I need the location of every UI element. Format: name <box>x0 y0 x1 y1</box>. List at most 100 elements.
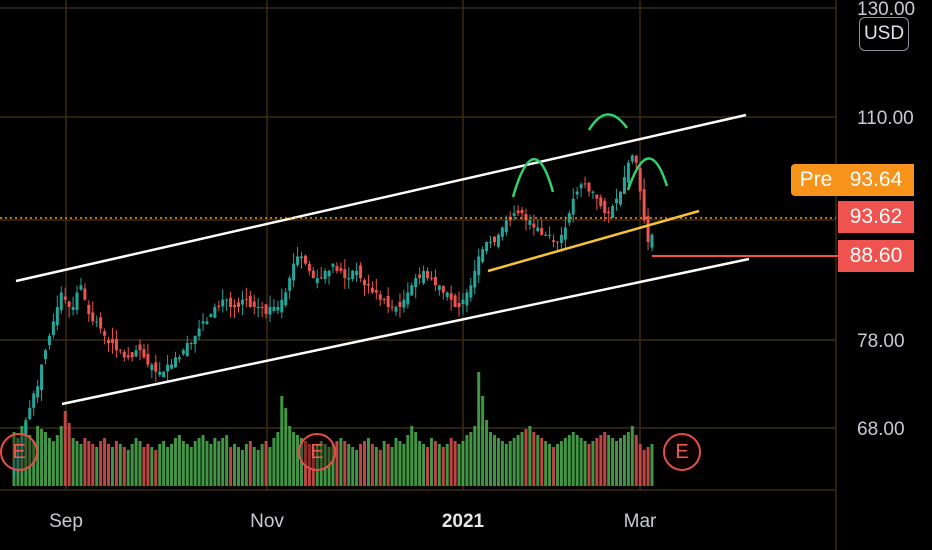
volume-bar <box>75 441 79 486</box>
candle-body <box>51 321 55 336</box>
candle-body <box>445 292 449 298</box>
volume-bar <box>591 441 595 486</box>
volume-bar <box>276 432 280 486</box>
volume-bar <box>646 447 650 486</box>
candle-body <box>374 290 378 293</box>
candle-body <box>504 220 508 233</box>
volume-bar <box>118 444 122 486</box>
currency-unit-button[interactable]: USD <box>859 17 909 51</box>
candle-body <box>79 285 83 290</box>
candle-body <box>406 292 410 305</box>
volume-bar <box>173 438 177 486</box>
volume-bar <box>441 447 445 486</box>
candle-body <box>40 364 44 390</box>
volume-bar <box>244 444 248 486</box>
earnings-marker[interactable]: E <box>298 433 336 471</box>
candle-body <box>303 255 307 264</box>
volume-bar <box>185 444 189 486</box>
candle-body <box>138 344 142 351</box>
candle-body <box>492 236 496 243</box>
candle-body <box>422 270 426 284</box>
candle-body <box>583 183 587 185</box>
earnings-marker[interactable]: E <box>663 433 701 471</box>
candle-body <box>394 306 398 312</box>
candle-body <box>248 295 252 307</box>
volume-bar <box>44 432 48 486</box>
volume-bar <box>433 441 437 486</box>
volume-bar <box>622 435 626 486</box>
candle-body <box>114 338 118 351</box>
candle-body <box>599 197 603 206</box>
volume-bar <box>150 447 154 486</box>
candle-body <box>485 242 489 252</box>
candle-body <box>402 299 406 308</box>
price-tick-label: 130.00 <box>857 0 915 20</box>
volume-bar <box>229 447 233 486</box>
volume-bar <box>642 450 646 486</box>
candle-body <box>567 213 571 223</box>
candle-body <box>126 355 130 358</box>
volume-bar <box>130 444 134 486</box>
candle-body <box>351 270 355 280</box>
candle-body <box>311 270 315 279</box>
candle-body <box>83 288 87 300</box>
candle-body <box>335 266 339 271</box>
last-price-tag: 93.62 <box>838 201 914 233</box>
candle-body <box>201 321 205 324</box>
candle-body <box>500 227 504 237</box>
candle-body <box>118 349 122 351</box>
volume-bar <box>209 444 213 486</box>
candle-body <box>591 191 595 193</box>
volume-bar <box>99 441 103 486</box>
volume-bar <box>363 441 367 486</box>
candle-body <box>532 223 536 228</box>
price-axis[interactable]: 130.00 110.00 78.00 68.00 <box>857 0 915 440</box>
volume-bar <box>197 438 201 486</box>
candle-body <box>268 306 272 315</box>
volume-bar <box>492 435 496 486</box>
candle-body <box>630 155 634 162</box>
candlesticks <box>12 154 654 480</box>
volume-bar <box>355 450 359 486</box>
volume-bar <box>477 372 481 486</box>
volume-bar <box>426 447 430 486</box>
volume-bar <box>252 447 256 486</box>
candle-body <box>469 285 473 298</box>
volume-bar <box>453 441 457 486</box>
candle-body <box>256 306 260 309</box>
candle-body <box>107 340 111 343</box>
candle-body <box>252 301 256 307</box>
volume-bar <box>512 438 516 486</box>
candle-body <box>555 241 559 243</box>
candle-body <box>359 265 363 279</box>
volume-bar <box>55 435 59 486</box>
candle-body <box>587 182 591 192</box>
candle-body <box>95 321 99 323</box>
time-axis[interactable]: Sep Nov 2021 Mar <box>49 511 657 532</box>
candle-body <box>209 314 213 317</box>
volume-bar <box>359 444 363 486</box>
candle-body <box>622 177 626 194</box>
candle-body <box>189 342 193 345</box>
horizontal-level-price-tag: 88.60 <box>838 240 914 272</box>
volume-bar <box>280 396 284 486</box>
candle-body <box>110 338 114 343</box>
candle-body <box>197 328 201 337</box>
volume-bar <box>146 444 150 486</box>
volume-bar <box>107 444 111 486</box>
volume-bar <box>390 447 394 486</box>
volume-bar <box>288 426 292 486</box>
volume-bar <box>418 441 422 486</box>
volume-bar <box>36 426 40 486</box>
volume-bar <box>347 444 351 486</box>
volume-bar <box>154 450 158 486</box>
drawings <box>0 113 838 406</box>
earnings-marker[interactable]: E <box>0 433 38 471</box>
candle-body <box>170 364 174 369</box>
candle-body <box>233 304 237 307</box>
candle-body <box>99 317 103 329</box>
volume-bars <box>12 372 654 486</box>
volume-bar <box>138 441 142 486</box>
candle-body <box>363 280 367 286</box>
